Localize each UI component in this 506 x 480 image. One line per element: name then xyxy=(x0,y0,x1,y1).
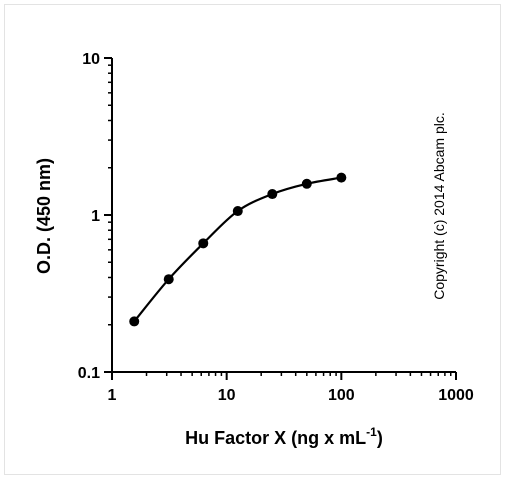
data-point xyxy=(267,189,278,200)
y-tick-label: 0.1 xyxy=(78,365,100,382)
data-point xyxy=(163,274,174,285)
x-tick-label: 1000 xyxy=(438,387,474,404)
x-tick-label: 1 xyxy=(108,387,117,404)
data-point xyxy=(301,178,312,189)
ticks-group: 0.1 1 10 1 10 100 1000 xyxy=(78,51,474,404)
x-axis-title-main: Hu Factor X (ng x mL xyxy=(185,428,366,448)
series-group xyxy=(129,172,347,327)
y-tick-label: 10 xyxy=(82,51,100,68)
copyright-annotation: Copyright (c) 2014 Abcam plc. xyxy=(431,112,447,300)
chart-frame xyxy=(4,4,501,475)
data-point xyxy=(198,238,209,249)
axes xyxy=(111,58,456,373)
series-line xyxy=(133,176,342,323)
x-axis-title-superscript: -1 xyxy=(366,425,377,439)
y-axis-title: O.D. (450 nm) xyxy=(34,158,54,274)
x-tick-label: 10 xyxy=(218,387,236,404)
x-axis-title-end: ) xyxy=(377,428,383,448)
data-point xyxy=(129,316,140,327)
y-tick-label: 1 xyxy=(91,208,100,225)
x-tick-label: 100 xyxy=(328,387,355,404)
x-axis-title: Hu Factor X (ng x mL-1) xyxy=(185,425,383,448)
data-point xyxy=(232,206,243,217)
data-point xyxy=(336,172,347,183)
